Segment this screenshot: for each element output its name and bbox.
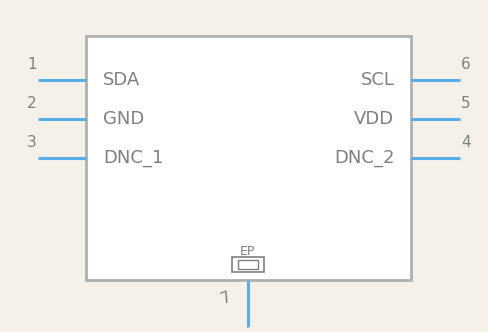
Text: 1: 1 [27, 56, 37, 72]
Text: 7: 7 [219, 289, 234, 306]
Text: 5: 5 [461, 96, 470, 111]
Text: GND: GND [103, 110, 144, 128]
Bar [86, 36, 411, 280]
Text: SCL: SCL [361, 71, 394, 89]
Text: 2: 2 [27, 96, 37, 111]
Text: 4: 4 [461, 134, 470, 149]
Text: SDA: SDA [103, 71, 141, 89]
Bar [232, 257, 264, 272]
Text: DNC_1: DNC_1 [103, 149, 163, 167]
Bar [238, 261, 258, 269]
Text: EP: EP [240, 245, 256, 258]
Text: 6: 6 [461, 56, 470, 72]
Text: 3: 3 [27, 134, 37, 149]
Text: DNC_2: DNC_2 [334, 149, 394, 167]
Text: VDD: VDD [354, 110, 394, 128]
